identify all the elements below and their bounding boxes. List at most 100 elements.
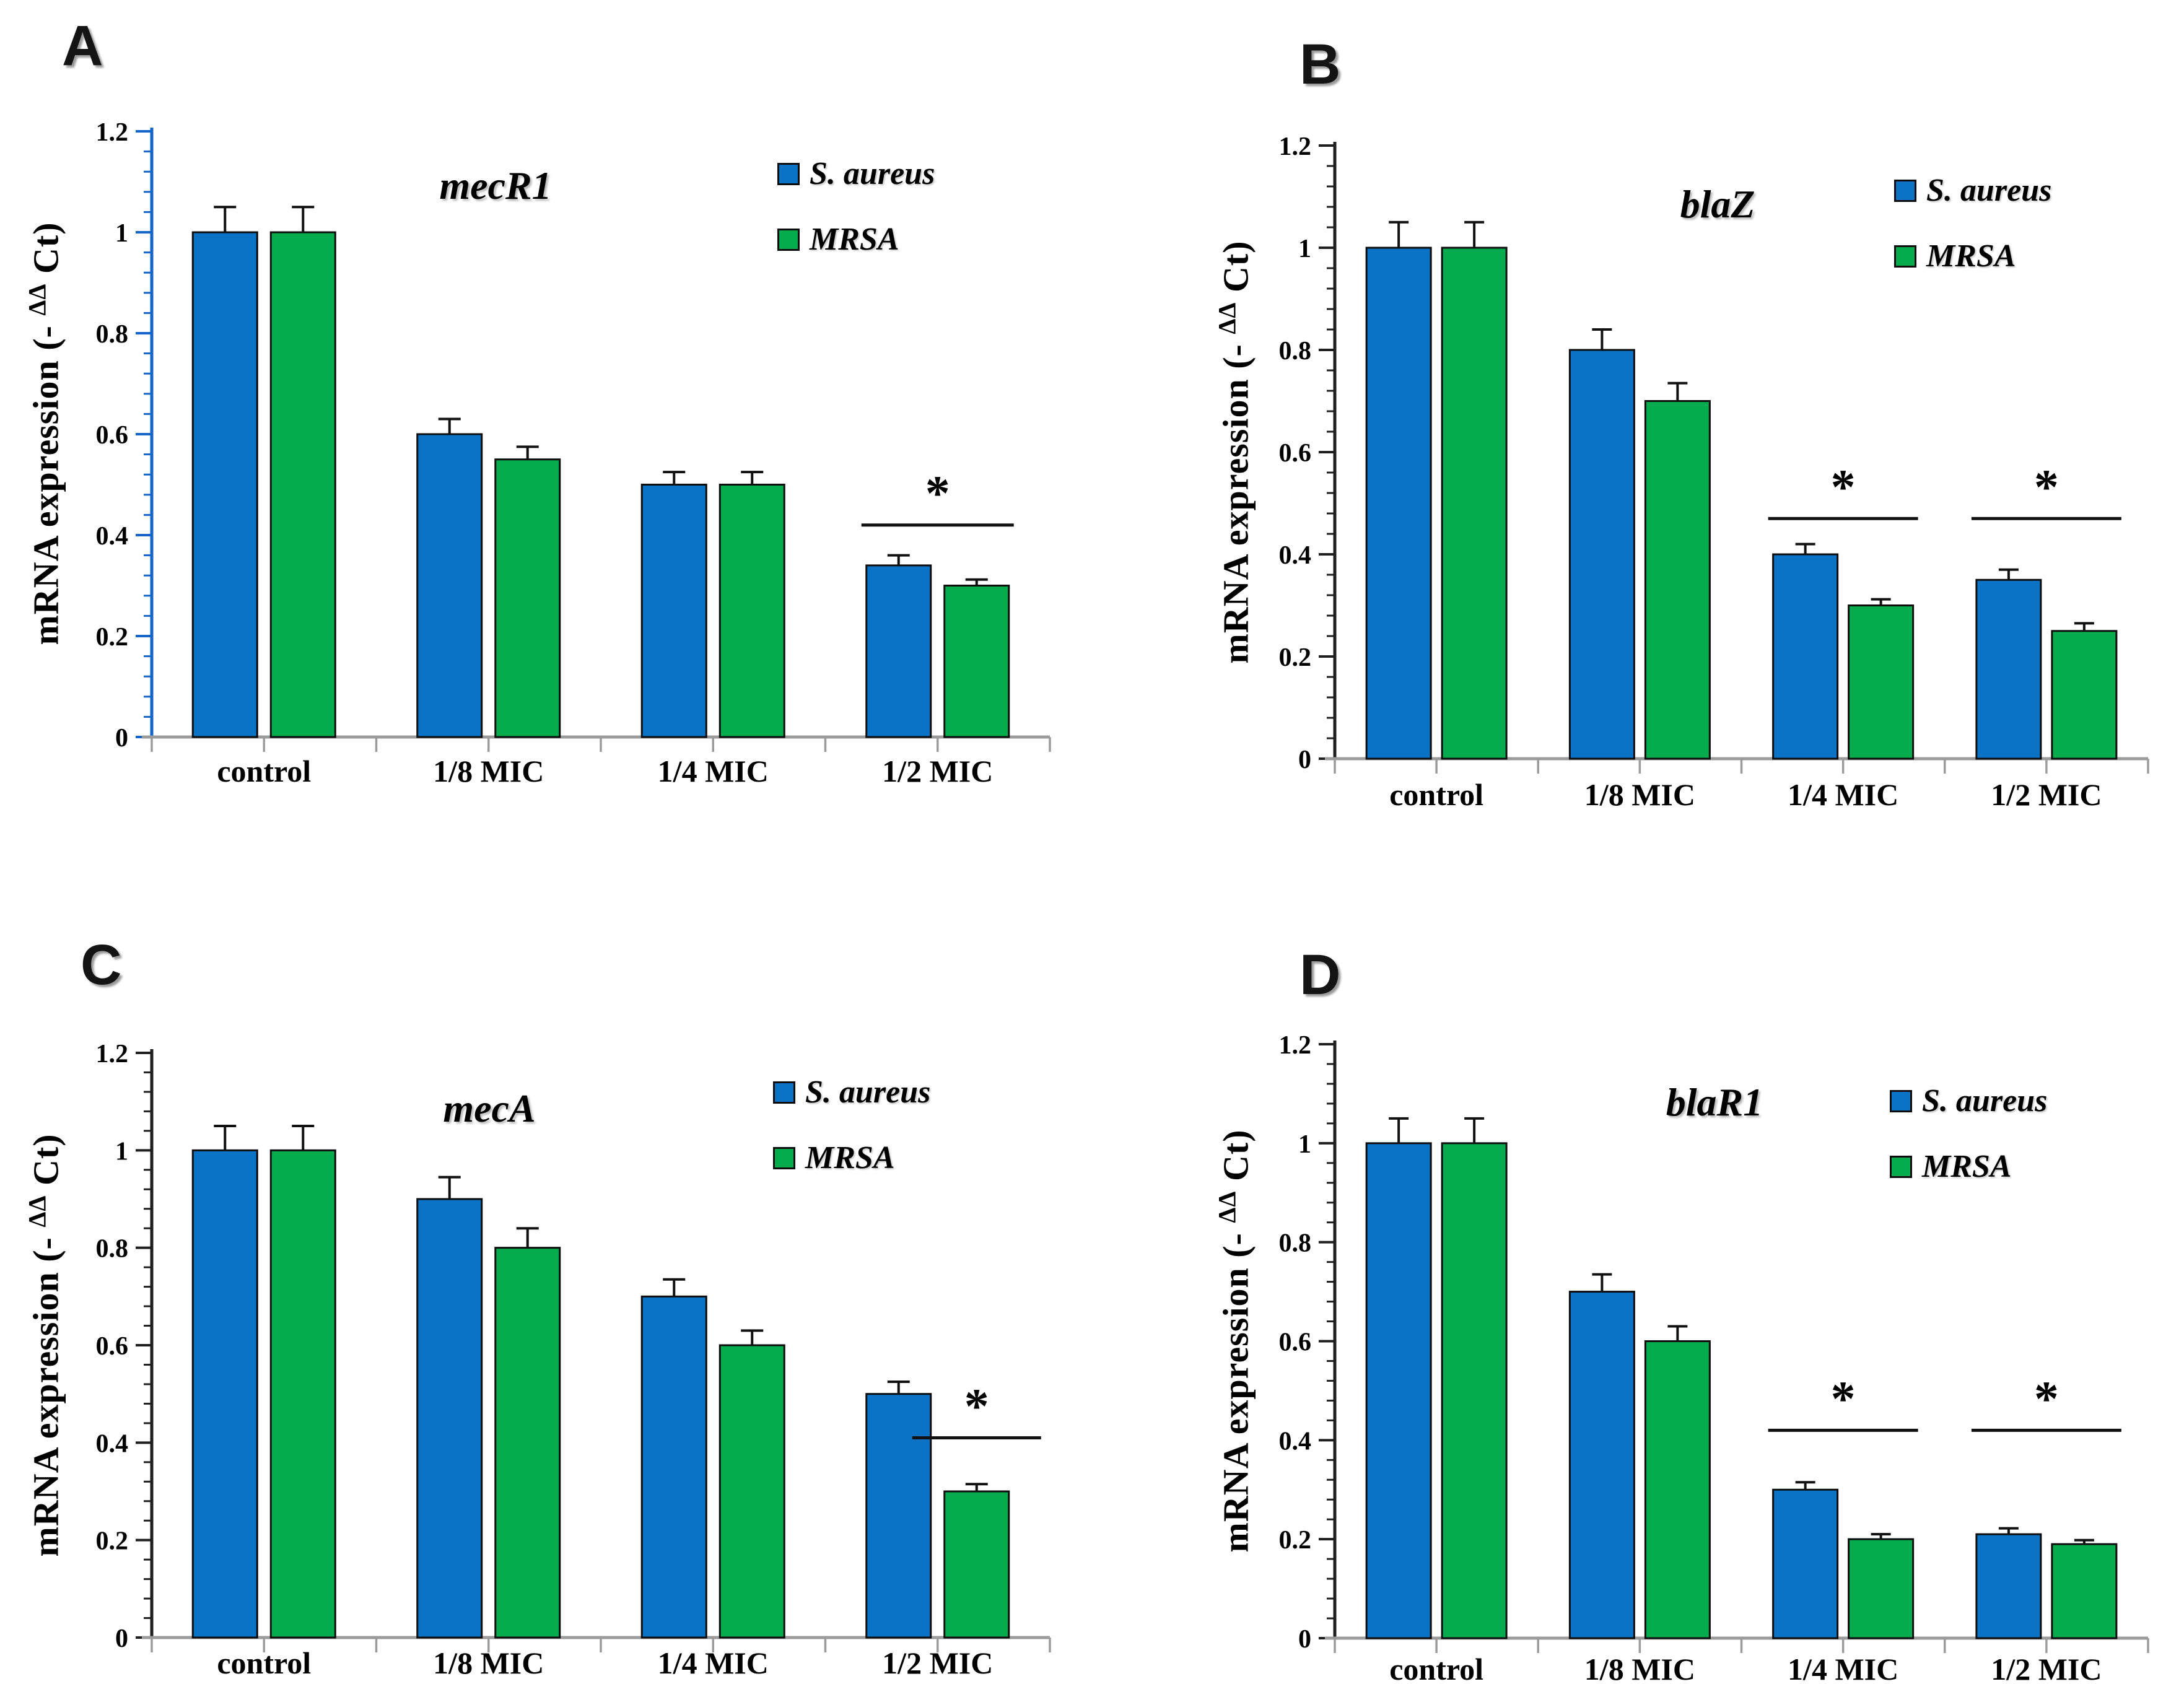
bar [2051, 630, 2118, 760]
bar [269, 1149, 336, 1639]
x-category-label: 1/2 MIC [1991, 1652, 2102, 1684]
panel-a: A mRNA expression (- ΔΔ Ct) mecR1 S. aur… [0, 0, 1092, 842]
panel-c: C mRNA expression (- ΔΔ Ct) mecA S. aure… [0, 842, 1092, 1684]
bar [416, 1198, 483, 1639]
chart-title: mecA [443, 1086, 536, 1130]
y-axis-tick-label: 0.2 [96, 1527, 129, 1556]
bar [494, 458, 561, 738]
bar [269, 231, 336, 738]
bar [416, 433, 483, 738]
panel-label: D [1299, 943, 1341, 1006]
bar [865, 564, 932, 738]
bar [494, 1247, 561, 1639]
legend-item: S. aureus [777, 158, 935, 190]
significance-star: * [1831, 460, 1856, 515]
legend-swatch-s-aureus [1890, 1090, 1912, 1112]
legend-swatch-mrsa [1890, 1156, 1912, 1178]
legend: S. aureus MRSA [777, 158, 935, 256]
legend-item: S. aureus [1894, 175, 2051, 207]
x-category-label: control [1389, 1652, 1483, 1684]
bar [943, 585, 1010, 738]
bar [640, 484, 707, 738]
y-axis-tick-label: 0.6 [1279, 439, 1312, 468]
legend-swatch-s-aureus [777, 163, 800, 185]
x-category-label: 1/8 MIC [1584, 1652, 1695, 1684]
y-axis-tick-label: 0.6 [96, 421, 129, 450]
bar [1568, 1291, 1635, 1639]
y-axis-tick-label: 0.4 [1279, 1427, 1312, 1455]
x-category-label: 1/2 MIC [1991, 777, 2102, 812]
legend-label: S. aureus [1926, 173, 2052, 208]
legend-label: S. aureus [810, 156, 935, 191]
legend: S. aureus MRSA [1894, 175, 2051, 273]
legend-item: S. aureus [773, 1076, 930, 1109]
bar [1644, 1340, 1711, 1639]
bar [1848, 1538, 1915, 1639]
bar [1568, 349, 1635, 760]
panel-label: C [81, 933, 122, 997]
significance-star: * [964, 1379, 989, 1434]
y-axis-tick-label: 1.2 [96, 118, 129, 147]
bar-chart: 0 0.2 0.4 0.6 0.8 1 1.2 control 1/8 MIC 1/4 MIC 1/… [1279, 1031, 2149, 1684]
x-category-label: 1/8 MIC [433, 754, 544, 788]
x-category-label: control [217, 1646, 311, 1680]
bar [719, 1344, 785, 1639]
y-axis-tick-label: 0 [115, 724, 128, 753]
y-axis-tick-label: 0.4 [96, 1429, 129, 1458]
bar [1975, 1533, 2042, 1639]
y-axis-tick-label: 1 [1298, 235, 1311, 263]
x-category-label: 1/4 MIC [1788, 1652, 1898, 1684]
y-axis-tick-label: 0.4 [1279, 541, 1312, 570]
bar [1644, 400, 1711, 760]
legend-label: S. aureus [805, 1075, 931, 1110]
x-category-label: 1/2 MIC [882, 1646, 993, 1680]
y-axis-tick-label: 1 [115, 1137, 128, 1166]
y-axis-tick-label: 0.2 [1279, 1526, 1312, 1555]
legend: S. aureus MRSA [1890, 1085, 2047, 1183]
legend-swatch-s-aureus [1894, 180, 1916, 202]
y-axis-tick-label: 0.8 [96, 320, 129, 349]
y-axis-tick-label: 1.2 [96, 1040, 129, 1068]
panel-b: B mRNA expression (- ΔΔ Ct) blaZ S. aure… [1092, 0, 2184, 842]
legend-swatch-mrsa [773, 1147, 795, 1169]
legend-label: MRSA [805, 1140, 895, 1176]
bar [719, 484, 785, 738]
legend-label: MRSA [1922, 1149, 2012, 1184]
legend-label: S. aureus [1922, 1083, 2048, 1119]
legend-swatch-mrsa [777, 229, 800, 251]
bar [1848, 604, 1915, 760]
y-axis-tick-label: 0.8 [1279, 337, 1312, 365]
bar [1772, 1488, 1839, 1639]
bar [191, 231, 258, 738]
panel-d: D mRNA expression (- ΔΔ Ct) blaR1 S. aur… [1092, 842, 2184, 1684]
y-axis-tick-label: 0 [1298, 746, 1311, 774]
bar [1365, 246, 1432, 760]
y-axis-tick-label: 0.6 [1279, 1328, 1312, 1357]
y-axis-tick-label: 0.8 [96, 1235, 129, 1263]
x-category-label: 1/4 MIC [658, 1646, 769, 1680]
x-category-label: 1/4 MIC [658, 754, 769, 788]
legend-item: S. aureus [1890, 1085, 2047, 1117]
y-axis-tick-label: 1.2 [1279, 133, 1312, 161]
bar [1975, 578, 2042, 760]
chart-title: blaR1 [1666, 1080, 1763, 1124]
y-axis-tick-label: 1 [115, 219, 128, 248]
x-category-label: 1/2 MIC [882, 754, 993, 788]
bar [1441, 1142, 1508, 1639]
y-axis-tick-label: 0.2 [96, 623, 129, 652]
significance-star: * [2034, 1372, 2059, 1426]
bar [191, 1149, 258, 1639]
bar-chart: 0 0.2 0.4 0.6 0.8 1 1.2 control 1/8 MIC 1/4 MIC 1/… [96, 1040, 1051, 1680]
x-category-label: control [217, 754, 311, 788]
legend-swatch-s-aureus [773, 1081, 795, 1104]
legend-item: MRSA [777, 224, 935, 256]
bar [1772, 553, 1839, 760]
legend-item: MRSA [1894, 240, 2051, 273]
bar [1365, 1142, 1432, 1639]
y-axis-tick-label: 1.2 [1279, 1031, 1312, 1060]
y-axis-tick-label: 0 [1298, 1625, 1311, 1654]
chart-title: blaZ [1680, 182, 1755, 226]
legend-label: MRSA [1926, 238, 2016, 274]
legend-item: MRSA [773, 1142, 930, 1174]
bar [2051, 1543, 2118, 1639]
